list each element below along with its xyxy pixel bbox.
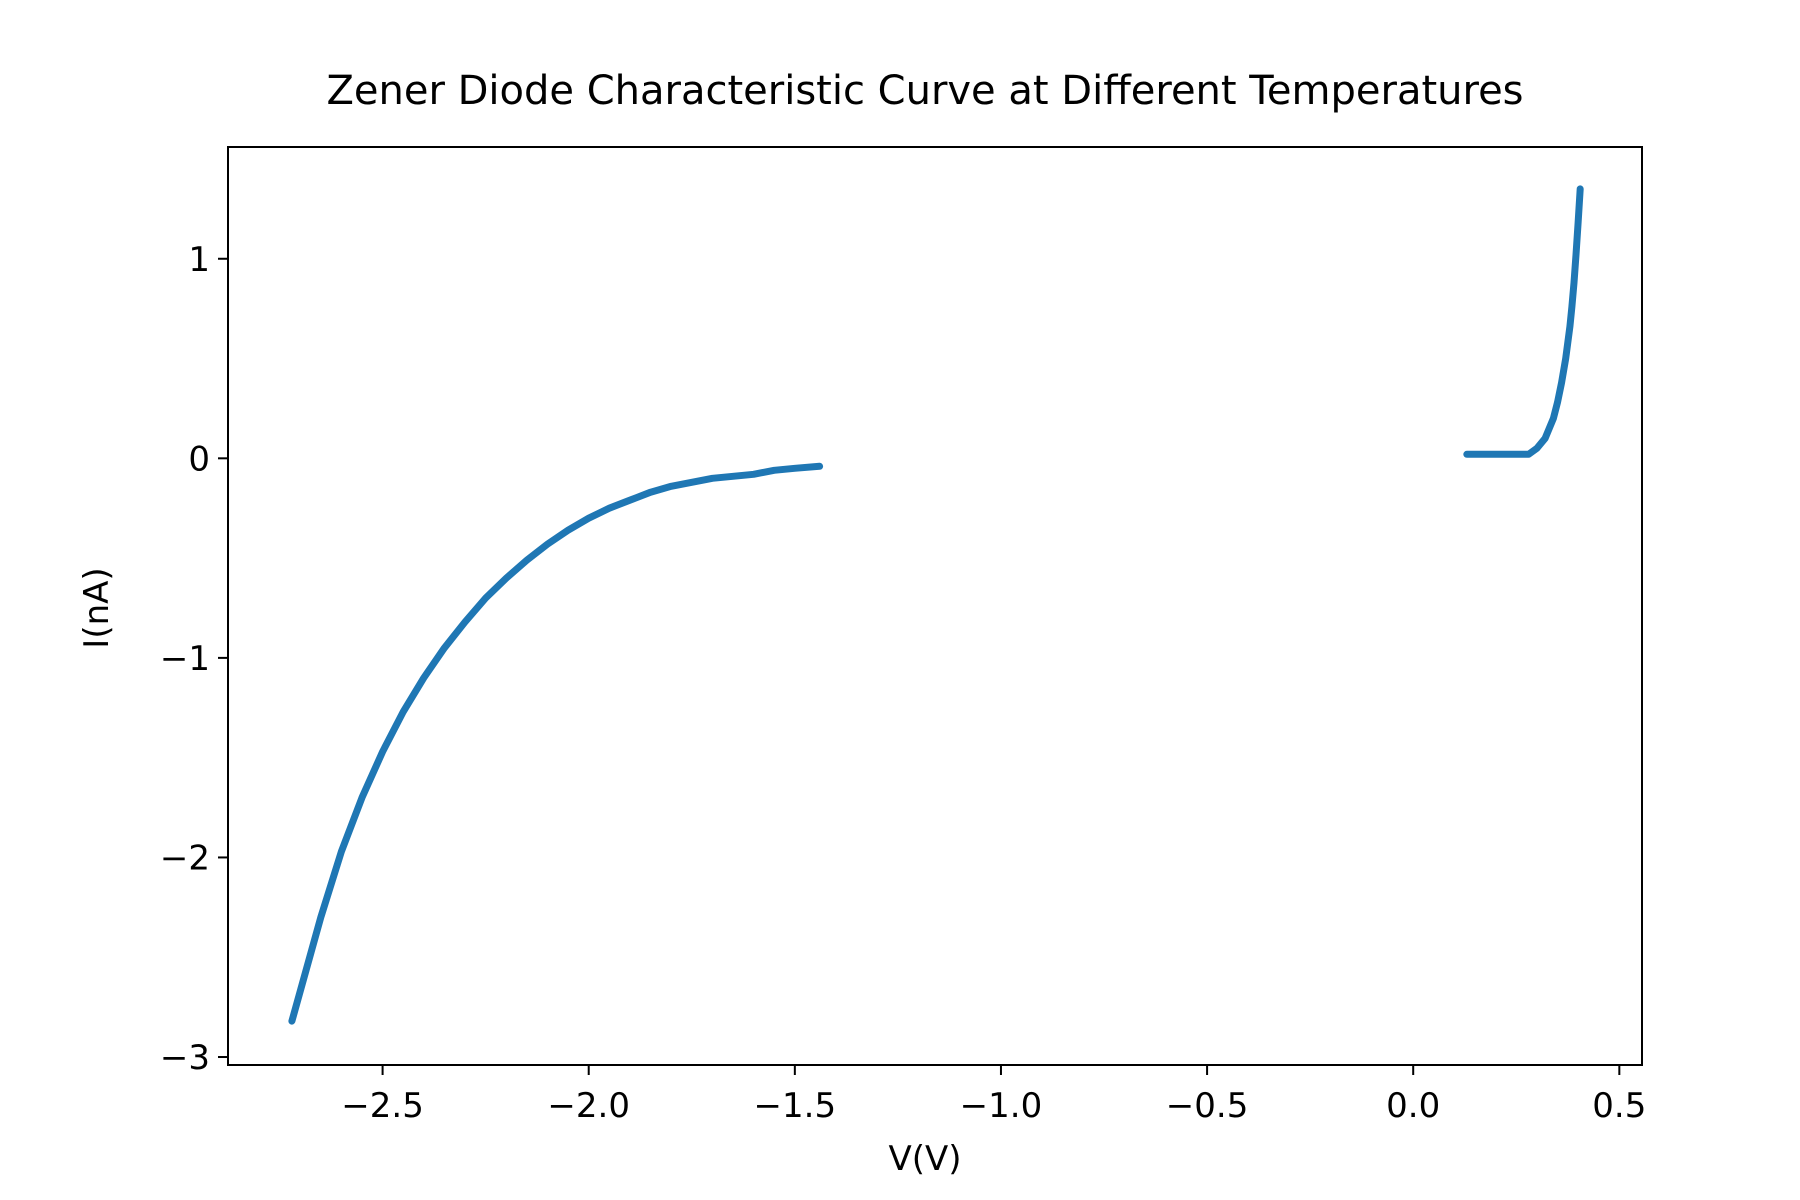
chart-title: Zener Diode Characteristic Curve at Diff… (326, 68, 1523, 114)
plot-area (227, 146, 1643, 1066)
series-line-forward (1463, 185, 1584, 458)
y-axis-label: I(nA) (77, 567, 117, 648)
axes-frame (227, 146, 1643, 1066)
y-axis-ticks: −3 −2 −1 0 1 (160, 240, 228, 1078)
y-tick-label: −1 (160, 639, 210, 679)
x-tick-label: −1.0 (960, 1086, 1043, 1126)
x-tick-label: 0.0 (1386, 1086, 1440, 1126)
x-axis-ticks: −2.5 −2.0 −1.5 −1.0 −0.5 0.0 0.5 (341, 1065, 1646, 1126)
x-tick-label: 0.5 (1592, 1086, 1646, 1126)
y-tick-label: −2 (160, 838, 210, 878)
x-axis-label: V(V) (888, 1139, 961, 1179)
x-tick-label: −2.0 (547, 1086, 630, 1126)
series-layer (288, 185, 1584, 1025)
y-tick-label: −3 (160, 1038, 210, 1078)
y-tick-label: 0 (188, 439, 210, 479)
x-tick-label: −0.5 (1166, 1086, 1249, 1126)
x-tick-label: −2.5 (341, 1086, 424, 1126)
series-line-reverse (288, 462, 824, 1025)
y-tick-label: 1 (188, 240, 210, 280)
x-tick-label: −1.5 (754, 1086, 837, 1126)
